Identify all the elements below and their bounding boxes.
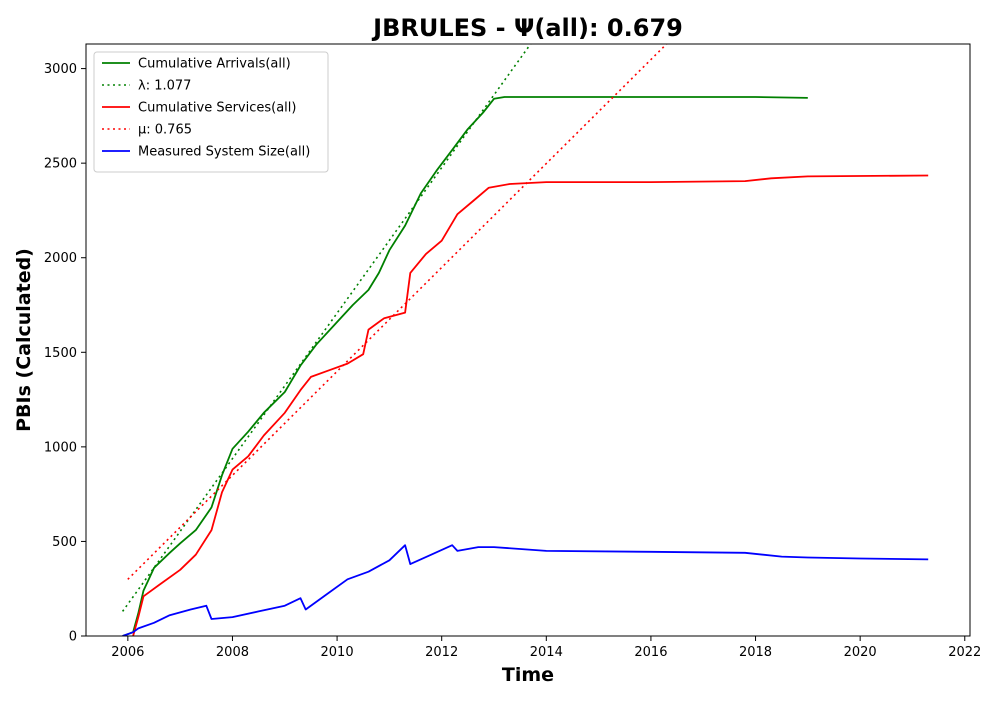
- y-tick-label-500: 500: [52, 535, 77, 550]
- x-tick-label-2016: 2016: [634, 645, 667, 660]
- series-line-2: [132, 174, 929, 636]
- x-tick-label-2008: 2008: [216, 645, 249, 660]
- x-tick-label-2012: 2012: [425, 645, 458, 660]
- y-tick-label-3000: 3000: [44, 62, 77, 77]
- axes: 2006 2008 2010 2012 2014 2016 2018 2020 2022 0 500…: [44, 43, 981, 660]
- chart-title: JBRULES - Ψ(all): 0.679: [371, 14, 683, 42]
- series-lines: [121, 44, 929, 636]
- series-line-3: [127, 44, 668, 580]
- y-tick-label-2000: 2000: [44, 251, 77, 266]
- series-line-4: [122, 544, 929, 636]
- y-tick-label-0: 0: [69, 630, 77, 645]
- y-tick-label-2500: 2500: [44, 157, 77, 172]
- x-axis-label: Time: [502, 664, 554, 686]
- legend-label-4: Measured System Size(all): [138, 145, 310, 160]
- axes-frame: [85, 43, 971, 637]
- legend-label-1: λ: 1.077: [138, 79, 191, 94]
- y-tick-label-1500: 1500: [44, 346, 77, 361]
- legend-label-2: Cumulative Services(all): [138, 101, 296, 116]
- x-tick-label-2014: 2014: [530, 645, 563, 660]
- plot-area: [121, 44, 929, 636]
- x-tick-label-2006: 2006: [111, 645, 144, 660]
- x-tick-label-2010: 2010: [321, 645, 354, 660]
- legend-label-0: Cumulative Arrivals(all): [138, 57, 291, 72]
- series-line-0: [122, 96, 808, 636]
- y-axis-label: PBIs (Calculated): [13, 248, 35, 432]
- legend: Cumulative Arrivals(all) λ: 1.077 Cumulati…: [93, 51, 329, 173]
- x-tick-label-2018: 2018: [739, 645, 772, 660]
- y-tick-label-1000: 1000: [44, 440, 77, 455]
- legend-box: [93, 51, 329, 173]
- legend-label-3: μ: 0.765: [138, 123, 192, 138]
- x-tick-label-2020: 2020: [844, 645, 877, 660]
- x-tick-label-2022: 2022: [948, 645, 981, 660]
